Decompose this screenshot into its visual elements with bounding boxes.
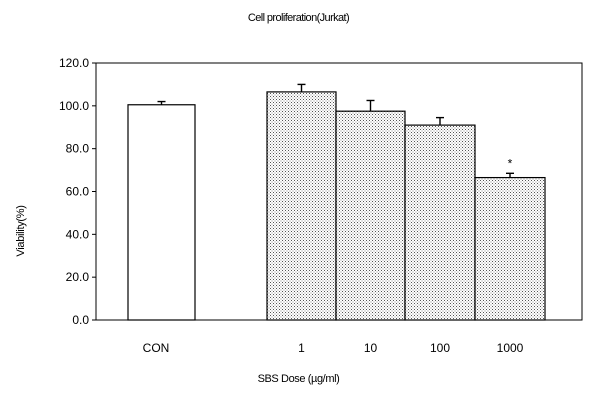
bar-CON [127, 104, 196, 321]
y-tick-label: 80.0 [66, 142, 90, 156]
y-tick-label: 40.0 [66, 227, 90, 241]
x-tick-label: 1 [298, 341, 305, 355]
bar-10 [335, 110, 406, 321]
y-tick-label: 100.0 [59, 99, 89, 113]
y-tick-label: 60.0 [66, 185, 90, 199]
bar-100 [404, 124, 476, 321]
chart-title: Cell proliferation(Jurkat) [247, 12, 350, 24]
x-tick-label: CON [143, 341, 170, 355]
x-tick-label: 100 [430, 341, 450, 355]
x-tick-label: 1000 [497, 341, 524, 355]
x-axis-label: SBS Dose (µg/ml) [257, 373, 340, 385]
bar-1 [266, 91, 337, 321]
significance-marker: * [508, 156, 513, 170]
y-tick-label: 120.0 [59, 56, 89, 70]
y-tick-label: 0.0 [72, 313, 89, 327]
y-tick-label: 20.0 [66, 270, 90, 284]
bar-1000 [474, 176, 546, 321]
x-tick-label: 10 [364, 341, 378, 355]
